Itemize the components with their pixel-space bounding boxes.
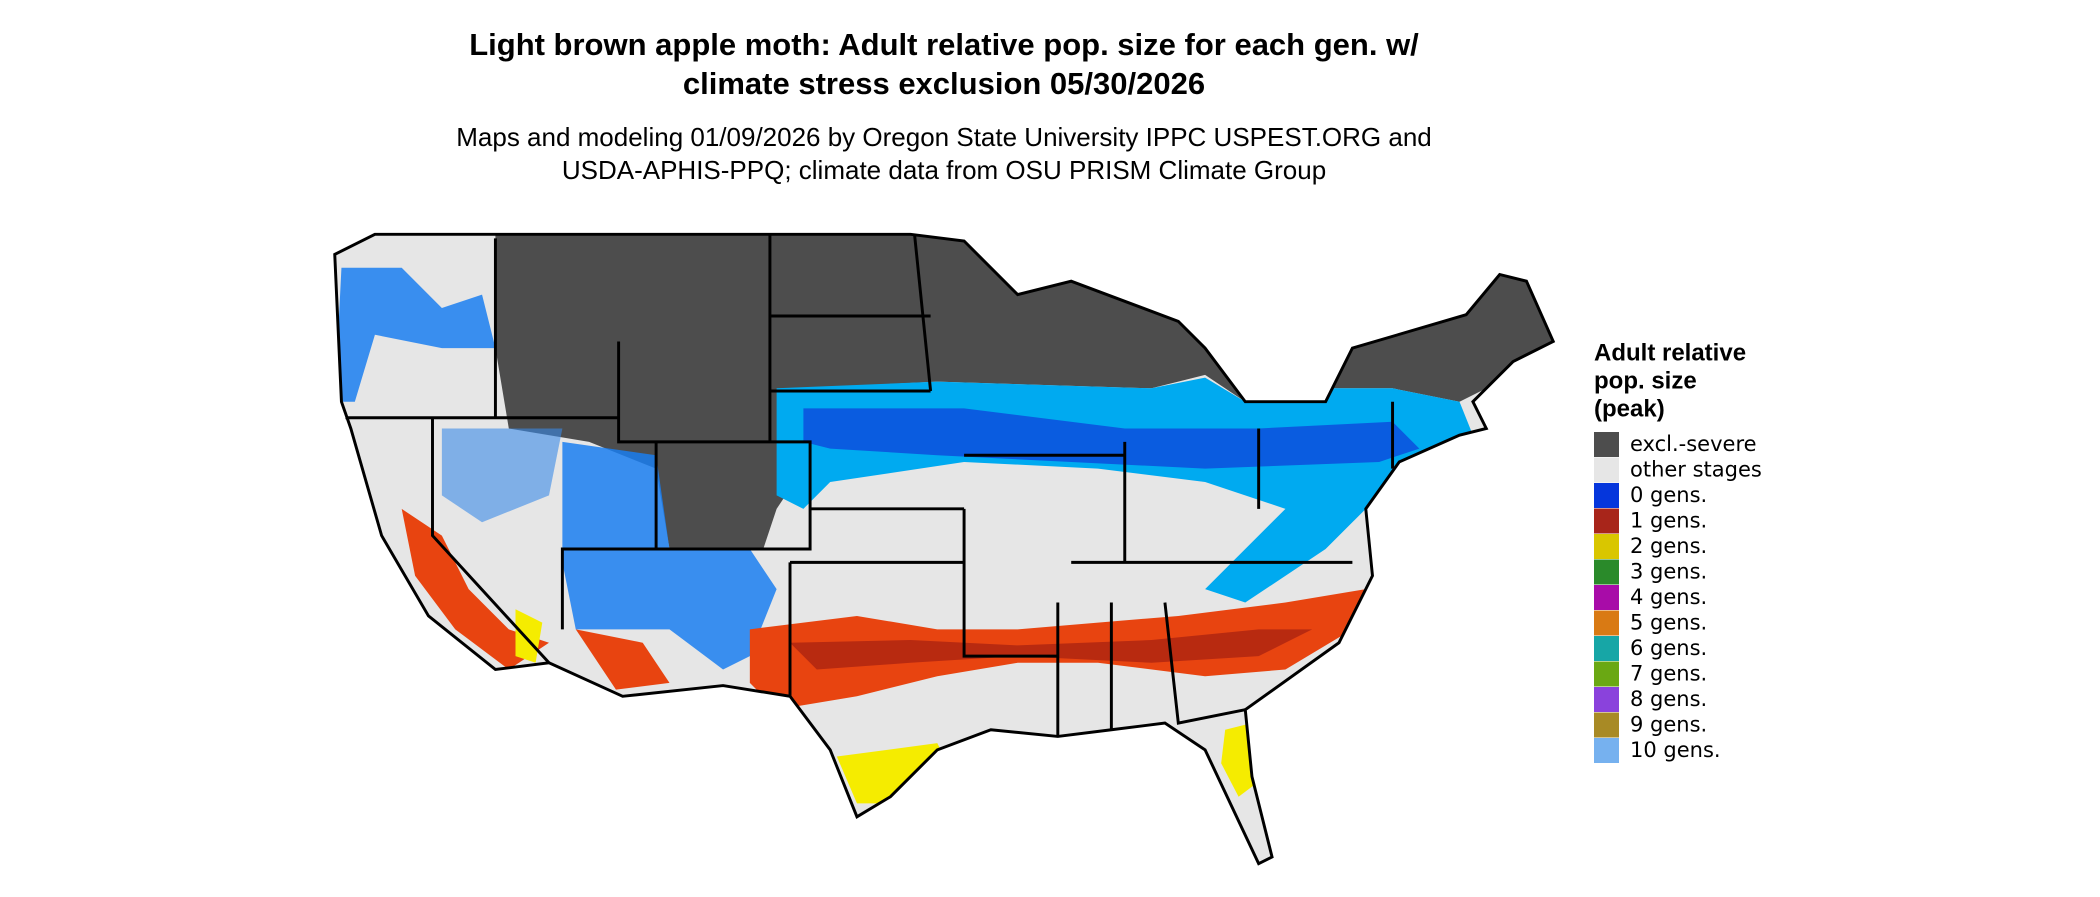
southwest-blue [562, 441, 777, 670]
legend-label: 8 gens. [1630, 687, 1707, 711]
map-subtitle: USDA-APHIS-PPQ; climate data from OSU PR… [562, 155, 1326, 185]
map-title: Light brown apple moth: Adult relative p… [469, 27, 1419, 62]
legend-swatch [1594, 508, 1619, 534]
map-title: climate stress exclusion 05/30/2026 [683, 66, 1205, 101]
arizona-red [575, 629, 670, 690]
legend-swatch [1594, 585, 1619, 610]
legend-label: 5 gens. [1630, 611, 1707, 635]
state-borders [333, 232, 1556, 866]
legend-label: 1 gens. [1630, 509, 1707, 533]
legend-label: excl.-severe [1630, 432, 1757, 456]
legend-label: other stages [1630, 458, 1762, 482]
legend-swatch [1594, 687, 1619, 712]
legend-label: 4 gens. [1630, 585, 1707, 609]
legend-label: 10 gens. [1630, 738, 1721, 762]
texas-yellow [836, 743, 951, 804]
legend-swatch [1594, 534, 1619, 559]
legend-label: 0 gens. [1630, 483, 1707, 507]
legend-swatch [1594, 738, 1619, 763]
map-subtitle: Maps and modeling 01/09/2026 by Oregon S… [456, 122, 1432, 152]
blue-band-dark [803, 408, 1420, 469]
great-basin-blue [441, 428, 563, 523]
legend-swatch [1594, 661, 1619, 687]
legend-title: Adult relative [1594, 339, 1746, 366]
map-fill [334, 234, 1554, 864]
legend-label: 7 gens. [1630, 662, 1707, 686]
legend-swatch [1594, 483, 1619, 508]
legend-title: pop. size [1594, 367, 1697, 394]
legend-label: 2 gens. [1630, 534, 1707, 558]
legend-swatch [1594, 457, 1619, 483]
us-map [333, 232, 1556, 866]
legend-swatch [1594, 712, 1619, 738]
legend-swatch [1594, 432, 1619, 457]
us-outline [333, 232, 1556, 866]
legend-label: 9 gens. [1630, 713, 1707, 737]
legend-swatch [1594, 636, 1619, 661]
legend-swatch [1594, 559, 1619, 585]
legend-swatch [1594, 610, 1619, 636]
legend-label: 3 gens. [1630, 560, 1707, 584]
legend-title: (peak) [1594, 395, 1665, 422]
northwest-blue [334, 267, 496, 402]
legend-label: 6 gens. [1630, 636, 1707, 660]
california-red [401, 508, 549, 670]
red-band-dark [790, 629, 1313, 670]
